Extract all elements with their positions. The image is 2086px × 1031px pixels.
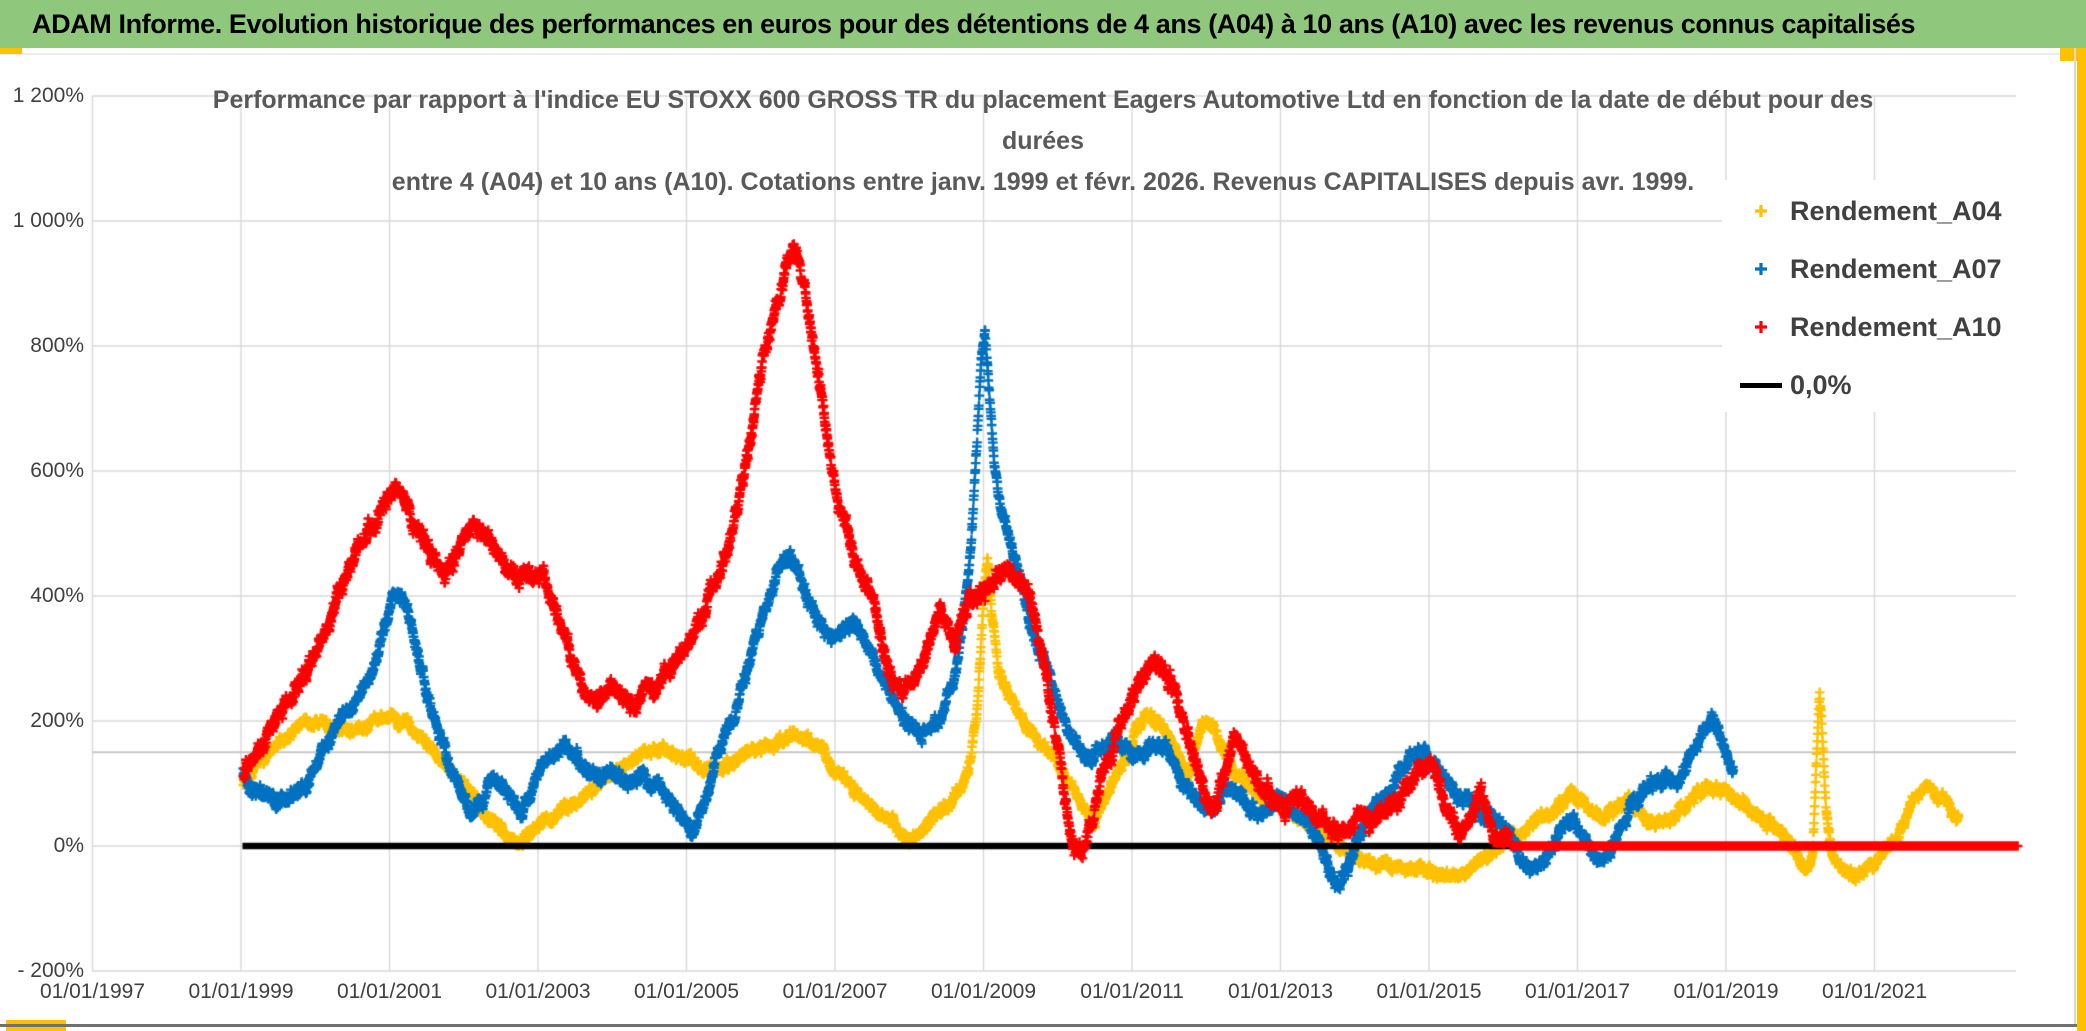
y-axis-label: 1 200% — [12, 84, 84, 107]
gold-accent-top-left — [0, 48, 22, 54]
x-axis-label: 01/01/2019 — [1673, 980, 1779, 1003]
legend-label: 0,0% — [1790, 369, 1852, 400]
x-axis-label: 01/01/1999 — [188, 980, 294, 1003]
legend-item-0-0-: 0,0% — [1722, 356, 2018, 414]
x-axis-label: 01/01/2001 — [336, 980, 443, 1003]
zero-line-swatch-icon — [1740, 382, 1782, 388]
legend-label: Rendement_A04 — [1790, 195, 2002, 226]
chart-subtitle: Performance par rapport à l'indice EU ST… — [193, 80, 1893, 203]
x-axis-label: 01/01/2011 — [1080, 980, 1184, 1003]
legend-item-rendement-a04: Rendement_A04 — [1722, 182, 2018, 240]
x-axis-label: 01/01/2013 — [1227, 980, 1334, 1003]
chart-subtitle-line1: Performance par rapport à l'indice EU ST… — [212, 86, 1874, 155]
plus-marker-icon — [1740, 261, 1782, 277]
legend: Rendement_A04 Rendement_A07 Rendement_A10 0… — [1722, 180, 2018, 412]
x-axis-label: 01/01/2005 — [633, 980, 740, 1003]
legend-label: Rendement_A10 — [1790, 311, 2002, 342]
legend-label: Rendement_A07 — [1790, 253, 2002, 284]
plus-marker-icon — [1740, 319, 1782, 335]
x-axis-label: 01/01/2021 — [1821, 980, 1928, 1003]
x-axis-label: 01/01/2007 — [782, 980, 888, 1003]
x-axis-label: 01/01/2017 — [1524, 980, 1631, 1003]
y-axis-label: 1 000% — [12, 209, 84, 232]
legend-item-rendement-a07: Rendement_A07 — [1722, 240, 2018, 298]
y-axis-label: 0% — [53, 834, 84, 857]
y-axis-label: - 200% — [17, 959, 84, 982]
x-axis-label: 01/01/2009 — [930, 980, 1037, 1003]
x-axis-label: 01/01/1997 — [39, 980, 146, 1003]
chart-subtitle-line2: entre 4 (A04) et 10 ans (A10). Cotations… — [391, 168, 1695, 196]
bottom-border-line — [0, 1024, 2077, 1027]
plus-marker-icon — [1740, 203, 1782, 219]
legend-item-rendement-a10: Rendement_A10 — [1722, 298, 2018, 356]
x-axis-label: 01/01/2003 — [485, 980, 591, 1003]
x-axis-label: 01/01/2015 — [1376, 980, 1482, 1003]
y-axis-label: 200% — [30, 709, 84, 732]
gold-accent-right-strip — [2077, 48, 2086, 1031]
y-axis-label: 800% — [30, 334, 84, 357]
chart-right-border — [2074, 48, 2076, 1026]
y-axis-label: 400% — [30, 584, 84, 607]
y-axis-label: 600% — [30, 459, 84, 482]
